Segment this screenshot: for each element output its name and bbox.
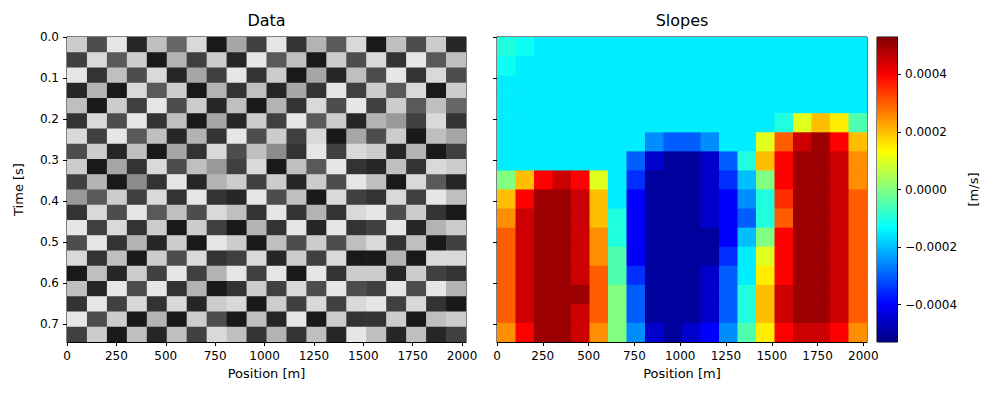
svg-text:Position [m]: Position [m]: [643, 366, 721, 381]
svg-text:1500: 1500: [756, 349, 787, 363]
svg-text:0.2: 0.2: [40, 112, 59, 126]
svg-text:1750: 1750: [397, 349, 428, 363]
svg-text:0.1: 0.1: [40, 71, 59, 85]
svg-text:750: 750: [623, 349, 646, 363]
svg-text:−0.0002: −0.0002: [905, 240, 957, 254]
svg-text:Position [m]: Position [m]: [228, 366, 306, 381]
svg-text:1250: 1250: [299, 349, 330, 363]
svg-text:500: 500: [577, 349, 600, 363]
svg-text:2000: 2000: [848, 349, 879, 363]
svg-text:1250: 1250: [711, 349, 742, 363]
svg-text:−0.0004: −0.0004: [905, 298, 957, 312]
svg-text:0.0: 0.0: [40, 30, 59, 44]
svg-text:0.5: 0.5: [40, 235, 59, 249]
svg-text:0.0002: 0.0002: [905, 125, 947, 139]
svg-text:250: 250: [105, 349, 128, 363]
svg-text:0.4: 0.4: [40, 194, 59, 208]
svg-text:500: 500: [154, 349, 177, 363]
svg-text:Time [s]: Time [s]: [11, 163, 26, 217]
svg-text:Data: Data: [247, 11, 285, 30]
svg-text:[m/s]: [m/s]: [966, 173, 981, 207]
svg-text:750: 750: [204, 349, 227, 363]
svg-text:1500: 1500: [348, 349, 379, 363]
svg-text:1000: 1000: [249, 349, 280, 363]
svg-text:1750: 1750: [802, 349, 833, 363]
svg-text:0.7: 0.7: [40, 317, 59, 331]
svg-text:0.3: 0.3: [40, 153, 59, 167]
svg-text:Slopes: Slopes: [656, 11, 709, 30]
svg-text:0.0000: 0.0000: [905, 183, 947, 197]
svg-text:0: 0: [493, 349, 501, 363]
svg-text:0: 0: [63, 349, 71, 363]
svg-text:1000: 1000: [665, 349, 696, 363]
svg-text:2000: 2000: [447, 349, 478, 363]
svg-text:0.0004: 0.0004: [905, 67, 947, 81]
svg-text:250: 250: [531, 349, 554, 363]
svg-text:0.6: 0.6: [40, 276, 59, 290]
